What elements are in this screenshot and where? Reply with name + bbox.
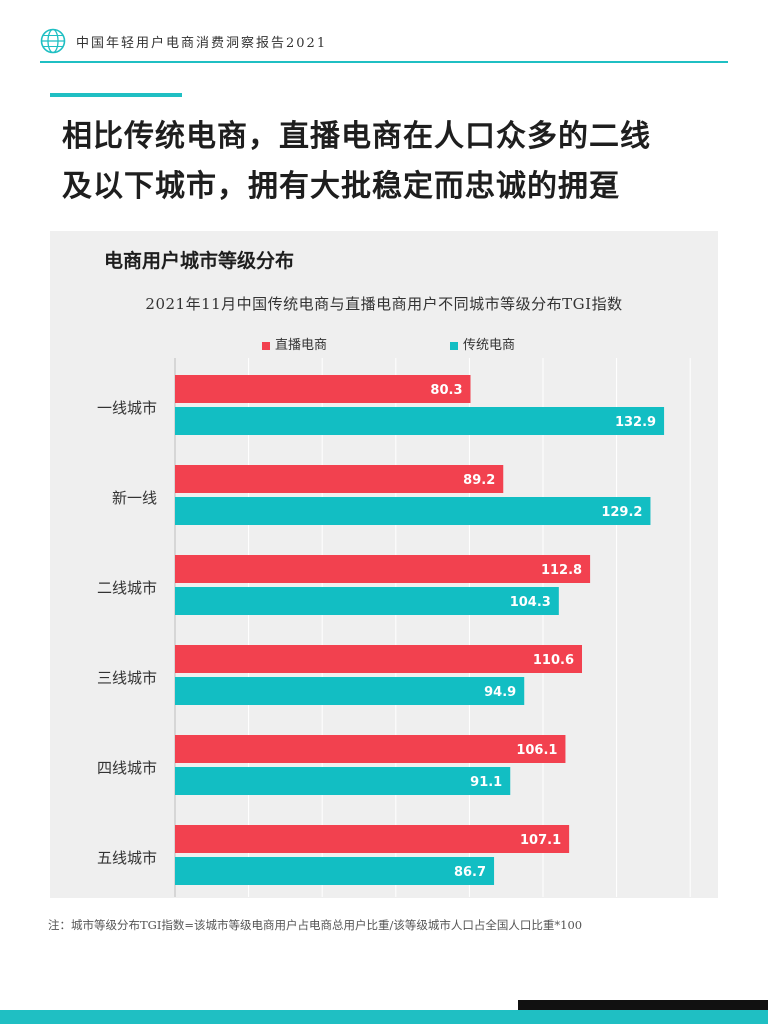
data-label: 86.7	[454, 865, 486, 880]
bar	[175, 587, 559, 615]
panel-title: 电商用户城市等级分布	[104, 250, 295, 272]
footnote: 注：城市等级分布TGI指数=该城市等级电商用户占电商总用户比重/该等级城市人口占…	[48, 918, 583, 932]
category-label: 一线城市	[97, 399, 157, 417]
legend-item-traditional: 传统电商	[450, 334, 515, 353]
bar	[175, 857, 495, 885]
bar	[175, 767, 511, 795]
category-label: 四线城市	[97, 759, 157, 777]
data-label: 91.1	[470, 775, 502, 790]
chart-title: 2021年11月中国传统电商与直播电商用户不同城市等级分布TGI指数	[145, 295, 623, 313]
headline-accent-bar	[50, 93, 182, 97]
bar	[175, 677, 525, 705]
category-label: 新一线	[112, 489, 157, 507]
bar	[175, 645, 583, 673]
page-headline: 相比传统电商，直播电商在人口众多的二线 及以下城市，拥有大批稳定而忠诚的拥趸	[62, 112, 742, 212]
footer-teal-bar	[0, 1010, 768, 1024]
data-label: 129.2	[601, 505, 642, 520]
report-title: 中国年轻用户电商消费洞察报告2021	[76, 36, 328, 51]
header-divider	[40, 61, 728, 63]
category-label: 二线城市	[97, 579, 157, 597]
legend-item-live: 直播电商	[262, 334, 327, 353]
legend-swatch-live	[262, 341, 270, 350]
data-label: 106.1	[516, 743, 557, 758]
bar	[175, 735, 566, 763]
data-label: 80.3	[430, 383, 462, 398]
data-label: 110.6	[533, 653, 574, 668]
bar	[175, 465, 504, 493]
headline-line-1: 相比传统电商，直播电商在人口众多的二线	[62, 119, 651, 154]
headline-line-2: 及以下城市，拥有大批稳定而忠诚的拥趸	[62, 169, 620, 204]
data-label: 89.2	[463, 473, 495, 488]
data-label: 132.9	[615, 415, 656, 430]
legend-swatch-traditional	[450, 341, 458, 350]
bar	[175, 407, 665, 435]
data-label: 94.9	[484, 685, 516, 700]
bar	[175, 497, 651, 525]
legend-label-live: 直播电商	[275, 338, 328, 353]
globe-logo-icon	[40, 28, 66, 54]
data-label: 104.3	[510, 595, 551, 610]
footer-black-bar	[518, 1000, 768, 1010]
bar	[175, 555, 591, 583]
data-label: 112.8	[541, 563, 582, 578]
bar	[175, 825, 570, 853]
category-label: 五线城市	[97, 849, 157, 867]
bar	[175, 375, 471, 403]
category-label: 三线城市	[97, 669, 157, 687]
legend-label-traditional: 传统电商	[463, 338, 516, 353]
data-label: 107.1	[520, 833, 561, 848]
